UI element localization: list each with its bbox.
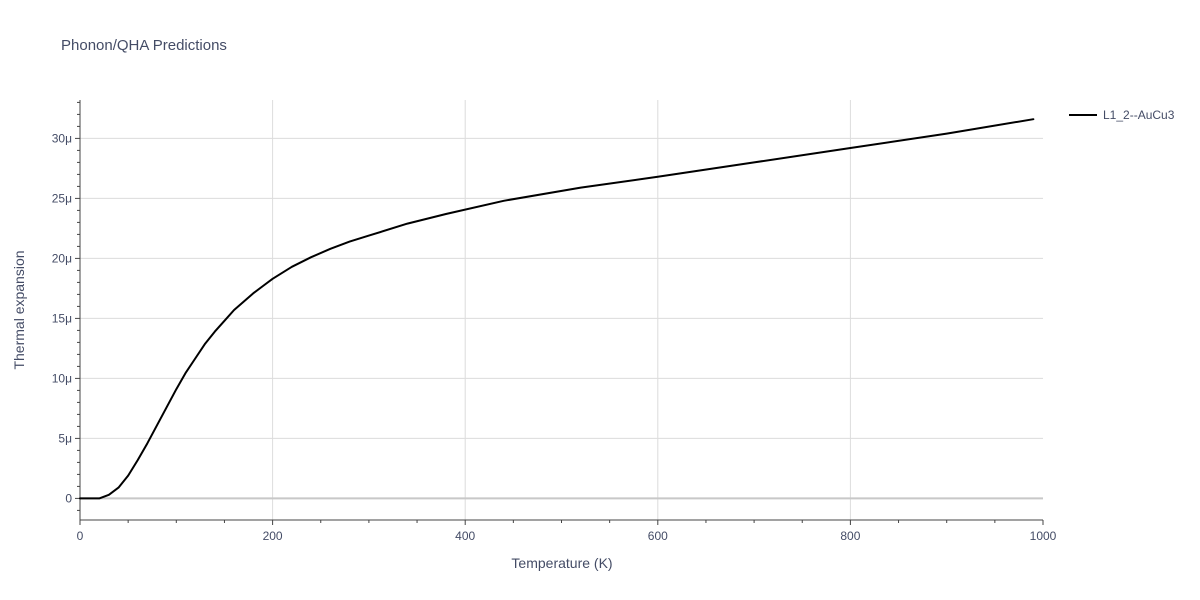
x-tick-label: 600 bbox=[648, 529, 668, 543]
x-tick-label: 800 bbox=[840, 529, 860, 543]
legend[interactable]: L1_2--AuCu3 bbox=[1069, 108, 1175, 122]
legend-label: L1_2--AuCu3 bbox=[1103, 108, 1175, 122]
y-tick-label: 5μ bbox=[58, 431, 72, 445]
y-tick-label: 30μ bbox=[52, 131, 72, 145]
y-tick-label: 0 bbox=[65, 491, 72, 505]
series-line-0[interactable] bbox=[79, 118, 1035, 500]
axes: 0 200 400 600 800 1000 0 5μ 10μ 15μ 20μ 25μ 30μ bbox=[52, 100, 1057, 543]
x-tick-label: 0 bbox=[77, 529, 84, 543]
x-tick-label: 1000 bbox=[1030, 529, 1057, 543]
x-tick-label: 200 bbox=[263, 529, 283, 543]
y-tick-label: 25μ bbox=[52, 191, 72, 205]
series-layer bbox=[79, 118, 1035, 500]
y-tick-label: 20μ bbox=[52, 251, 72, 265]
y-axis-title: Thermal expansion bbox=[11, 250, 27, 369]
x-tick-label: 400 bbox=[455, 529, 475, 543]
y-tick-label: 10μ bbox=[52, 371, 72, 385]
grid bbox=[80, 100, 1043, 520]
chart-title: Phonon/QHA Predictions bbox=[61, 37, 227, 54]
x-axis-title: Temperature (K) bbox=[511, 555, 612, 571]
y-tick-label: 15μ bbox=[52, 311, 72, 325]
